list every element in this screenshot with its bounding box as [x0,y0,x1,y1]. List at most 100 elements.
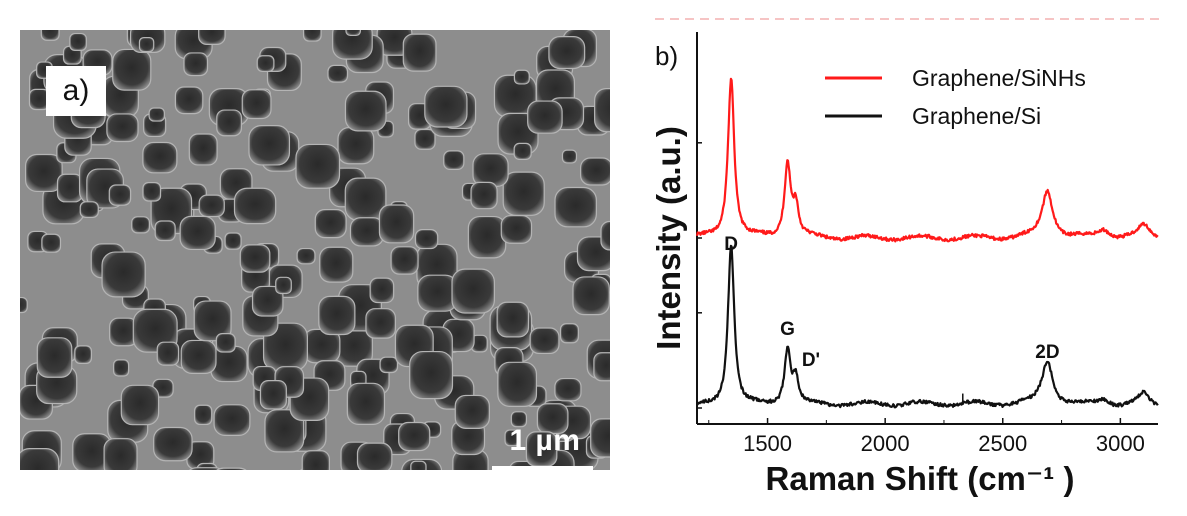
sem-pore [120,384,160,426]
sem-pore [417,274,458,312]
sem-pore [198,194,225,218]
raman-chart: b) 1500 2000 2500 3000 Graphene/SiNHs Graphen… [640,0,1180,516]
sem-pore [593,352,610,382]
sem-pore [561,149,578,164]
peak-annotation: G [780,319,795,340]
scale-bar [492,466,593,470]
sem-pore [180,339,217,374]
sem-pore [356,442,393,470]
sem-pore [131,216,150,234]
sem-pore [554,377,582,402]
sem-image: a) 1 µm [20,30,610,470]
sem-pore [496,301,530,338]
sem-pore [559,323,579,344]
sem-pore [224,232,242,250]
sem-pore [451,268,495,314]
sem-pore [275,276,292,295]
x-tick-label: 2000 [861,431,910,456]
sem-pore [40,30,60,41]
sem-pore [500,214,533,244]
sem-pore [188,133,218,166]
sem-pore [142,141,178,174]
peak-annotation: D' [802,350,820,371]
sem-pore [527,100,563,134]
sem-pore [402,33,437,72]
sem-pore [454,394,490,429]
sem-pore [264,409,305,453]
sem-pore [365,308,396,339]
sem-pore [113,359,130,377]
sem-pore [148,107,165,122]
sem-pore [470,181,498,210]
sem-pore [327,64,349,83]
sem-pore [302,30,322,42]
sem-pore [251,285,284,317]
sem-pore [74,345,93,364]
sem-pore [346,382,386,425]
sem-pore [504,429,521,447]
sem-pore [548,36,586,70]
sem-pore [239,244,271,273]
peak-annotation: D [724,234,738,255]
sem-pore [580,157,610,186]
sem-pore [345,30,362,37]
sem-pore [215,333,236,353]
sem-pore [337,127,375,165]
sem-pore [369,277,395,304]
sem-pore [314,209,347,239]
x-tick-label: 3000 [1096,431,1145,456]
peak-annotation: 2D [1035,342,1059,363]
sem-pore [183,52,209,77]
sem-pore [79,201,99,219]
sem-pore [379,356,399,374]
sem-pore [106,113,139,143]
legend-label: Graphene/Si [912,103,1041,129]
sem-pore [497,361,538,407]
sem-pore [510,411,528,428]
sem-pore [513,142,532,160]
sem-pore [41,233,62,253]
sem-pore [194,404,213,426]
sem-pore [295,143,341,189]
sem-pore [319,246,354,283]
sem-pore [213,404,251,436]
sem-pore [69,32,87,52]
raman-chart-svg: b) 1500 2000 2500 3000 Graphene/SiNHs Graphen… [650,18,1165,497]
sem-pore [529,327,560,355]
sem-pore [101,251,146,298]
series-line-2 [696,244,1159,409]
sem-pore [198,30,226,45]
sem-pore [472,153,509,187]
sem-pore [103,438,138,470]
sem-texture-icon [20,30,610,470]
sem-pore [233,187,277,225]
sem-pore [424,85,468,128]
sem-pore [443,150,465,170]
legend-label: Graphene/SiNHs [912,65,1086,91]
sem-pore [241,89,272,120]
sem-pore [378,204,415,244]
y-axis-label: Intensity (a.u.) [650,126,687,350]
sem-pore [590,418,610,458]
sem-pore [138,37,155,53]
sem-pore [296,247,316,265]
sem-pore [174,86,204,115]
sem-pore [259,379,287,410]
sem-pore [409,350,454,400]
sem-pore [179,215,216,251]
sem-pore [349,217,384,247]
sem-pore [390,246,419,275]
x-tick-label: 1500 [743,431,792,456]
sem-pore [301,450,330,470]
sem-pore [112,48,152,91]
sem-pore [216,467,247,470]
sem-pore [142,181,162,202]
sem-pore [414,128,436,150]
x-tick-label: 2500 [978,431,1027,456]
sem-pore [36,337,73,378]
sem-pore [153,426,193,462]
sem-pore [502,171,545,216]
sem-pore [193,300,232,342]
series-line-1 [695,77,1159,243]
sem-pore [594,87,610,133]
